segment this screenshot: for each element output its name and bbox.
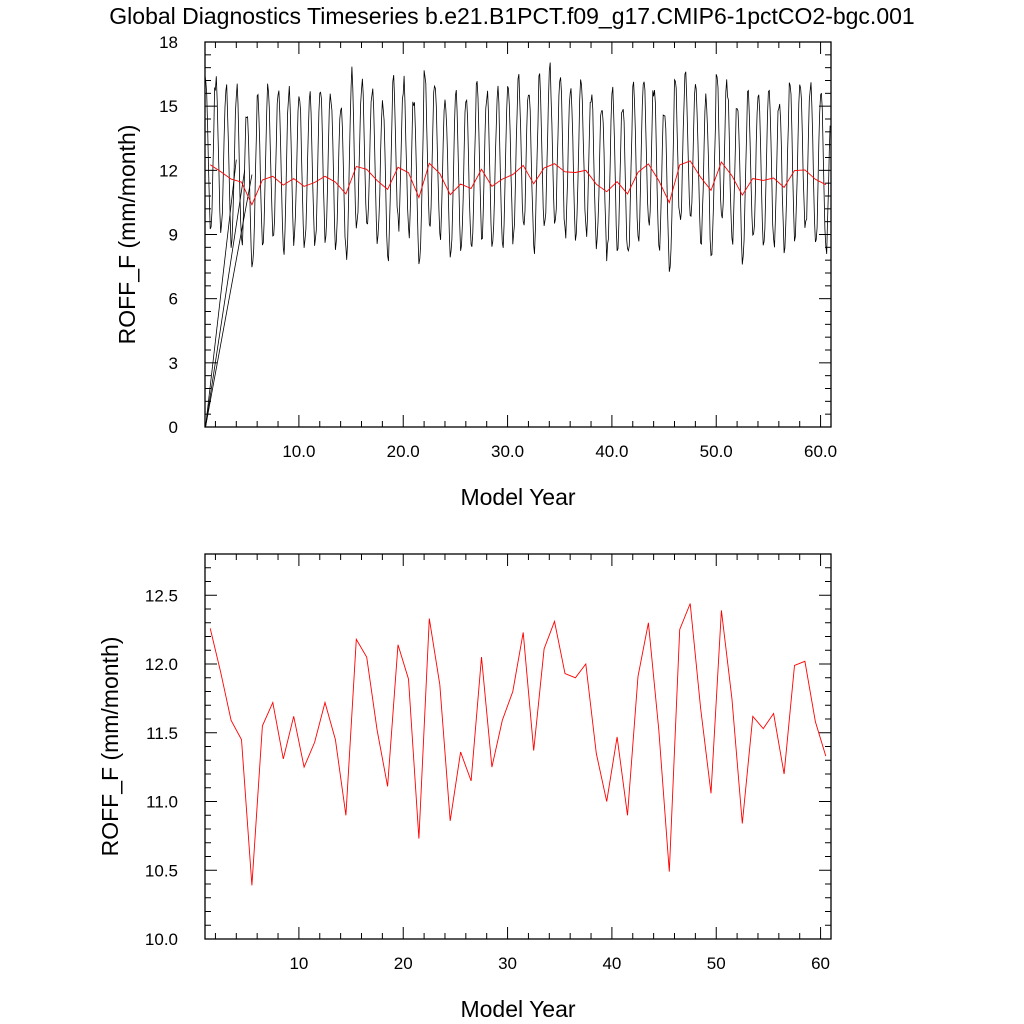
- annual-mean-line: [209, 603, 827, 886]
- x-tick-label: 10.0: [282, 442, 315, 461]
- x-tick-label: 30.0: [491, 442, 524, 461]
- y-tick-label: 0: [169, 418, 178, 437]
- y-tick-label: 15: [159, 97, 178, 116]
- x-tick-label: 10: [289, 954, 308, 973]
- y-tick-label: 9: [169, 226, 178, 245]
- x-tick-label: 50: [707, 954, 726, 973]
- y-tick-label: 3: [169, 354, 178, 373]
- top-y-axis-label: ROFF_F (mm/month): [114, 125, 140, 345]
- monthly-startup-segment: [205, 174, 253, 428]
- bottom-y-axis-label: ROFF_F (mm/month): [97, 637, 123, 857]
- monthly-series-line: [204, 62, 831, 272]
- x-tick-label: 40.0: [595, 442, 628, 461]
- x-tick-label: 60: [811, 954, 830, 973]
- y-tick-label: 6: [169, 290, 178, 309]
- x-tick-label: 50.0: [700, 442, 733, 461]
- top-tick-marks: [205, 41, 831, 428]
- top-tick-labels: 10.0 20.0 30.0 40.0 50.0 60.0 0 3 6 9 12 15 18: [159, 33, 837, 461]
- y-tick-label: 18: [159, 33, 178, 52]
- y-tick-label: 11.5: [146, 724, 178, 743]
- x-tick-label: 20: [394, 954, 413, 973]
- y-tick-label: 10.5: [145, 861, 178, 880]
- bottom-plot-frame: [204, 553, 832, 940]
- x-tick-label: 20.0: [387, 442, 420, 461]
- x-tick-label: 30: [498, 954, 517, 973]
- x-tick-label: 60.0: [804, 442, 837, 461]
- bottom-plot-area: [209, 603, 827, 886]
- bottom-panel: 10 20 30 40 50 60 10.0 10.5 11.0 11.5 12.0 12.5 Mod…: [97, 553, 832, 1022]
- x-tick-label: 40: [602, 954, 621, 973]
- top-x-axis-label: Model Year: [460, 484, 575, 510]
- annual-mean-line: [209, 160, 827, 206]
- y-tick-label: 10.0: [145, 930, 178, 949]
- y-tick-label: 12.0: [145, 655, 178, 674]
- chart-title: Global Diagnostics Timeseries b.e21.B1PC…: [109, 3, 914, 29]
- y-tick-label: 11.0: [146, 793, 178, 812]
- bottom-x-axis-label: Model Year: [460, 996, 575, 1022]
- monthly-startup-segment: [205, 170, 246, 428]
- bottom-tick-marks: [205, 553, 831, 940]
- top-plot-area: [204, 62, 831, 428]
- y-tick-label: 12.5: [145, 586, 178, 605]
- bottom-tick-labels: 10 20 30 40 50 60 10.0 10.5 11.0 11.5 12.0 12.5: [145, 586, 830, 973]
- top-panel: 10.0 20.0 30.0 40.0 50.0 60.0 0 3 6 9 12 15 18 Model…: [114, 33, 837, 510]
- y-tick-label: 12: [159, 161, 178, 180]
- monthly-startup-segment: [205, 159, 237, 428]
